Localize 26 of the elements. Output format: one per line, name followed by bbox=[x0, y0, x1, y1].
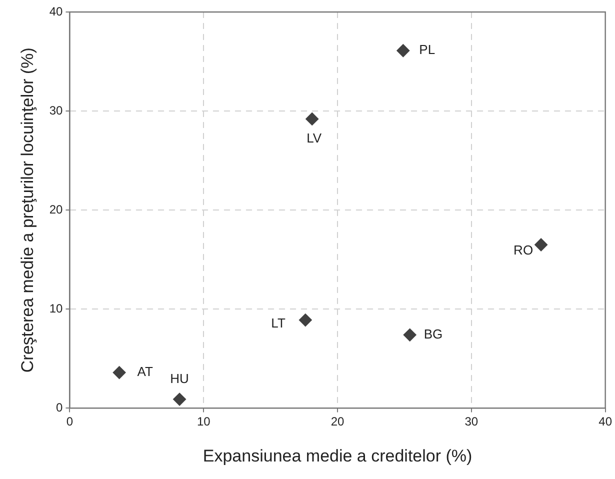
y-tick-label: 0 bbox=[56, 400, 64, 415]
annotation: AT bbox=[137, 364, 153, 380]
point bbox=[403, 328, 416, 342]
y-tick-label: 30 bbox=[49, 103, 64, 118]
annotation: LV bbox=[306, 130, 322, 146]
x-tick-label: 0 bbox=[66, 414, 74, 429]
point bbox=[396, 44, 410, 58]
x-tick-label: 30 bbox=[464, 414, 478, 429]
y-tick-label: 10 bbox=[49, 301, 64, 316]
point bbox=[112, 366, 126, 380]
x-tick-label: 20 bbox=[330, 414, 345, 429]
annotation: HU bbox=[170, 370, 189, 386]
y-tick-label: 20 bbox=[49, 202, 64, 216]
x-tick-label: 40 bbox=[598, 414, 612, 429]
x-tick-label: 10 bbox=[196, 414, 211, 429]
point bbox=[298, 314, 312, 327]
point bbox=[173, 392, 186, 406]
y-axis-title: Creşterea medie a preţurilor locuinţelor (%) bbox=[18, 48, 37, 373]
x-axis-title: Expansiunea medie a creditelor (%) bbox=[202, 446, 472, 466]
annotation: RO bbox=[514, 242, 534, 258]
point bbox=[306, 112, 319, 126]
y-tick-label: 40 bbox=[49, 4, 64, 18]
annotation: PL bbox=[419, 42, 436, 58]
annotation: BG bbox=[424, 326, 443, 342]
annotation: LT bbox=[271, 316, 286, 331]
point bbox=[534, 238, 548, 252]
